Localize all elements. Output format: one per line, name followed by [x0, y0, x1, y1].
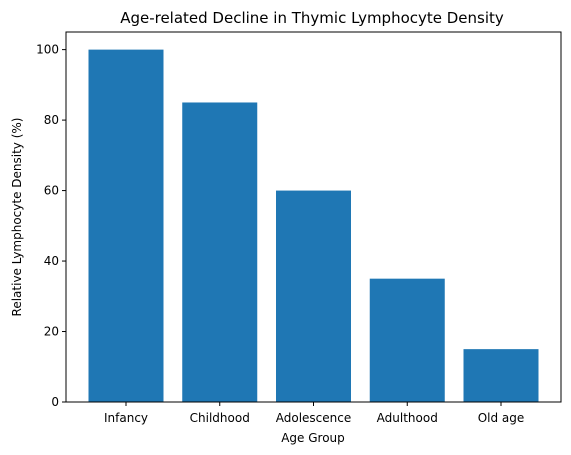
bar-adulthood	[369, 278, 445, 402]
bar-old-age	[463, 349, 539, 402]
y-axis-label: Relative Lymphocyte Density (%)	[10, 118, 24, 317]
x-tick-label: Childhood	[190, 411, 250, 425]
y-tick-label: 20	[44, 325, 59, 339]
chart-title: Age-related Decline in Thymic Lymphocyte…	[120, 9, 504, 27]
bar-childhood	[182, 102, 258, 402]
y-tick-label: 40	[44, 254, 59, 268]
bar-infancy	[88, 49, 164, 403]
plot-area: 0 20 40 60 80 100 Infancy Childhood Adolescence A…	[36, 31, 562, 425]
bar-adolescence	[276, 190, 351, 402]
x-tick-label: Old age	[478, 411, 525, 425]
y-tick-label: 80	[44, 113, 59, 127]
x-tick-label: Infancy	[104, 411, 148, 425]
y-tick-label: 0	[51, 395, 59, 409]
y-tick-label: 100	[36, 43, 59, 57]
x-tick-label: Adulthood	[377, 411, 438, 425]
y-tick-label: 60	[44, 184, 59, 198]
x-tick-label: Adolescence	[276, 411, 352, 425]
x-axis-label: Age Group	[281, 431, 345, 445]
